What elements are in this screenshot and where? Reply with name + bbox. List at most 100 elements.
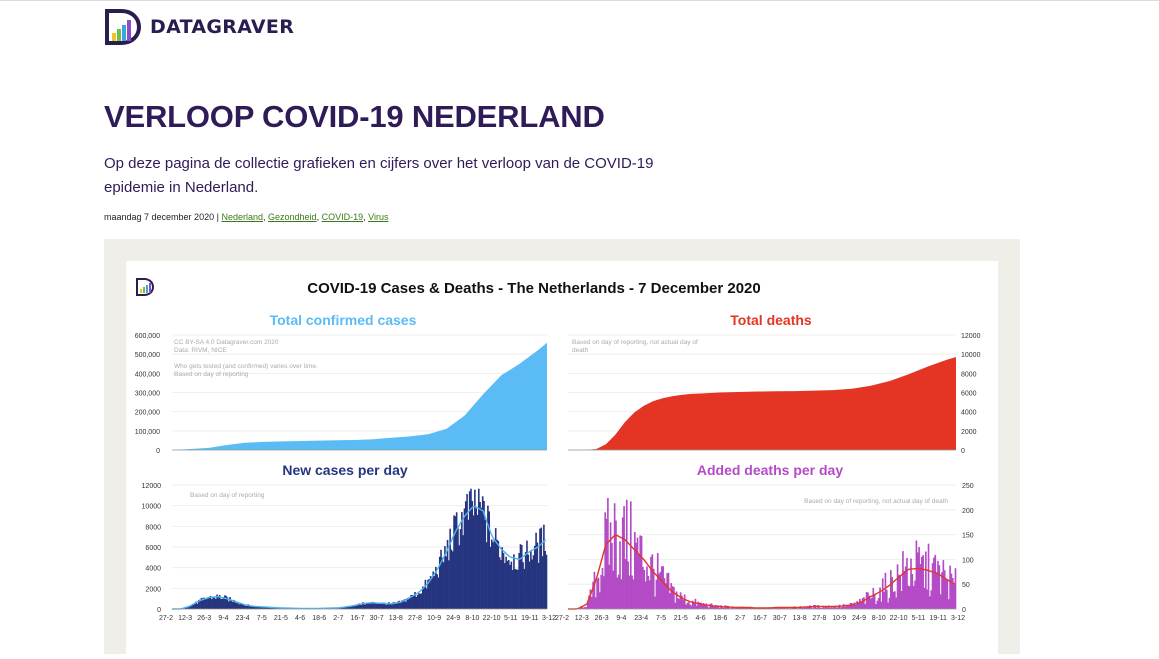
tag-link-gezondheid[interactable]: Gezondheid (268, 212, 317, 222)
chart-main-title: COVID-19 Cases & Deaths - The Netherland… (307, 280, 761, 297)
added-deaths-note: Based on day of reporting, not actual da… (804, 498, 948, 505)
x-tick-label: 7-5 (656, 615, 666, 622)
x-tick-label: 9-4 (218, 615, 228, 622)
x-tick-label: 8-10 (465, 615, 479, 622)
x-tick-label: 13-8 (389, 615, 403, 622)
x-tick-label: 19-11 (521, 615, 538, 622)
x-tick-label: 2-7 (735, 615, 745, 622)
top-border (0, 0, 1159, 1)
x-tick-label: 23-4 (634, 615, 648, 622)
y-tick-label: 12000 (142, 483, 162, 490)
y-tick-label: 200,000 (135, 410, 160, 417)
x-tick-label: 12-3 (178, 615, 192, 622)
x-tick-label: 23-4 (236, 615, 250, 622)
y-tick-label: 4000 (145, 566, 161, 573)
total-cases-chart: Total confirmed cases600,000500,000400,0… (135, 312, 547, 455)
x-tick-label: 26-3 (197, 615, 211, 622)
x-tick-label: 4-6 (696, 615, 706, 622)
y-tick-label: 500,000 (135, 352, 160, 359)
x-tick-label: 30-7 (370, 615, 384, 622)
total-cases-area (172, 343, 547, 450)
total-deaths-note: Based on day of reporting, not actual da… (572, 339, 698, 346)
x-tick-label: 16-7 (350, 615, 364, 622)
y-tick-label: 50 (962, 582, 970, 589)
tag-link-virus[interactable]: Virus (368, 212, 388, 222)
y-tick-label: 600,000 (135, 333, 160, 340)
y-tick-label: 250 (962, 483, 974, 490)
x-tick-label: 5-11 (504, 615, 518, 622)
x-tick-label: 27-2 (555, 615, 569, 622)
x-tick-label: 27-8 (812, 615, 826, 622)
x-tick-label: 5-11 (912, 615, 926, 622)
x-tick-label: 21-5 (274, 615, 288, 622)
x-tick-label: 30-7 (773, 615, 787, 622)
chart-logo-icon (137, 279, 153, 295)
x-tick-label: 10-9 (427, 615, 441, 622)
page-title: VERLOOP COVID-19 NEDERLAND (104, 99, 605, 135)
total-deaths-area (568, 357, 956, 450)
y-tick-label: 6000 (145, 545, 161, 552)
new-cases-chart: New cases per day 12000 10000 8000 6000 4000 2… (142, 462, 557, 622)
x-tick-label: 22-10 (890, 615, 908, 622)
x-tick-label: 19-11 (930, 615, 947, 622)
added-deaths-title: Added deaths per day (697, 462, 843, 478)
new-cases-bars (179, 489, 548, 609)
x-tick-label: 3-12 (542, 615, 556, 622)
y-tick-label: 2000 (145, 586, 161, 593)
x-tick-label: 4-6 (295, 615, 305, 622)
covid-chart: COVID-19 Cases & Deaths - The Netherland… (126, 261, 998, 654)
x-tick-label: 18-6 (713, 615, 727, 622)
x-tick-label: 21-5 (674, 615, 688, 622)
x-tick-label: 27-8 (408, 615, 422, 622)
y-tick-label: 2000 (961, 429, 977, 436)
total-cases-note: Data: RIVM, NICE (174, 347, 227, 354)
site-logo[interactable]: DATAGRAVER (104, 9, 294, 45)
page-intro: Op deze pagina de collectie grafieken en… (104, 152, 664, 200)
y-tick-label: 10000 (142, 504, 162, 511)
y-tick-label: 10000 (961, 352, 981, 359)
x-tick-label: 24-9 (852, 615, 866, 622)
total-deaths-note: death (572, 347, 589, 354)
y-tick-label: 8000 (145, 524, 161, 531)
x-tick-label: 8-10 (872, 615, 886, 622)
datagraver-logo-icon (104, 9, 142, 45)
y-tick-label: 0 (156, 448, 160, 455)
new-cases-note: Based on day of reporting (190, 492, 265, 499)
x-tick-label: 3-12 (951, 615, 965, 622)
bar (955, 568, 957, 609)
y-tick-label: 300,000 (135, 391, 160, 398)
new-cases-title: New cases per day (282, 462, 408, 478)
y-tick-label: 200 (962, 508, 974, 515)
chart-card: COVID-19 Cases & Deaths - The Netherland… (126, 261, 998, 654)
site-name: DATAGRAVER (150, 16, 294, 38)
post-meta: maandag 7 december 2020 | Nederland, Gez… (104, 212, 388, 222)
x-tick-label: 12-3 (575, 615, 589, 622)
y-tick-label: 0 (961, 448, 965, 455)
y-tick-label: 150 (962, 533, 974, 540)
tag-link-covid-19[interactable]: COVID-19 (322, 212, 364, 222)
total-cases-note: Who gets tested (and confirmed) varies o… (174, 363, 318, 370)
tag-link-nederland[interactable]: Nederland (221, 212, 263, 222)
total-cases-note: CC BY-SA 4.0 Datagraver.com 2020 (174, 339, 279, 346)
x-tick-label: 27-2 (159, 615, 173, 622)
x-tick-label: 24-9 (446, 615, 460, 622)
y-tick-label: 12000 (961, 333, 981, 340)
total-deaths-chart: Total deaths120001000080006000400020000B… (568, 312, 981, 455)
y-tick-label: 6000 (961, 391, 977, 398)
y-tick-label: 400,000 (135, 371, 160, 378)
x-tick-label: 22-10 (483, 615, 501, 622)
x-tick-label: 13-8 (793, 615, 807, 622)
y-tick-label: 0 (157, 607, 161, 614)
x-tick-label: 26-3 (595, 615, 609, 622)
x-tick-label: 2-7 (333, 615, 343, 622)
x-tick-label: 16-7 (753, 615, 767, 622)
total-cases-note: Based on day of reporting (174, 371, 249, 378)
x-tick-label: 9-4 (616, 615, 626, 622)
y-tick-label: 4000 (961, 410, 977, 417)
y-tick-label: 8000 (961, 371, 977, 378)
y-tick-label: 100,000 (135, 429, 160, 436)
x-tick-label: 18-6 (312, 615, 326, 622)
added-deaths-bars (579, 498, 957, 609)
meta-separator: | (217, 212, 219, 222)
